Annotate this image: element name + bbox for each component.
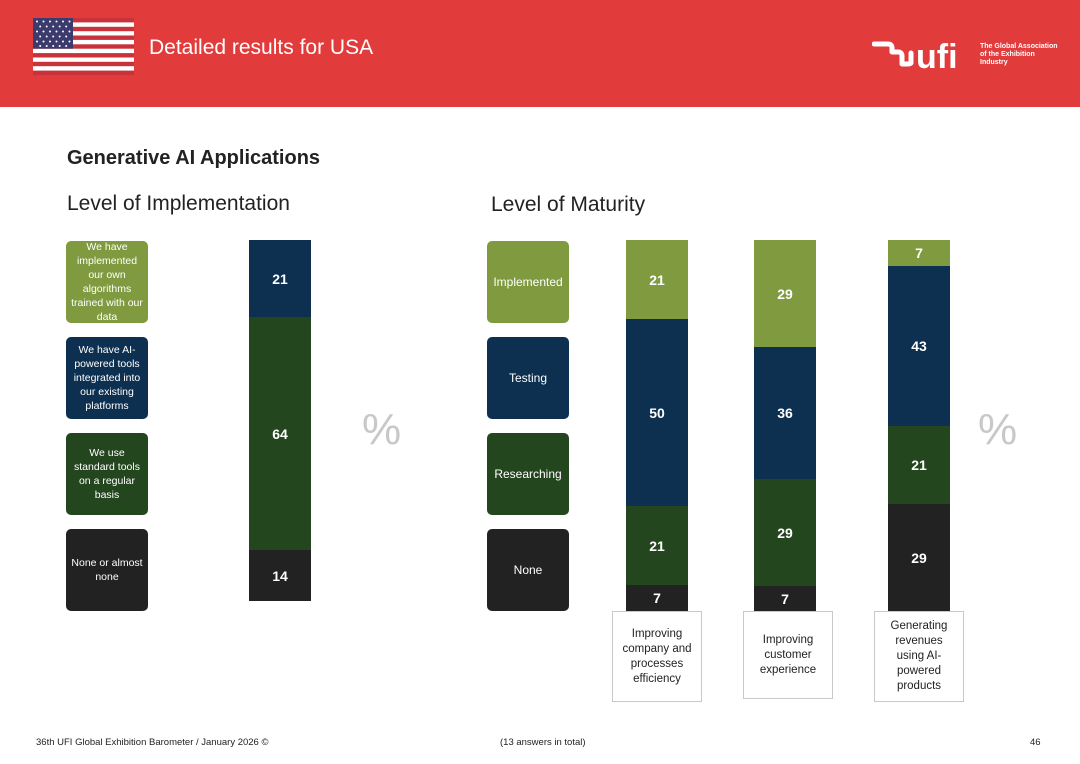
data-label: 64 [272, 425, 288, 442]
data-label: 36 [777, 405, 793, 421]
category-label: Improving company and processes efficien… [612, 611, 702, 702]
data-label: 7 [781, 591, 789, 607]
percent-symbol: % [362, 405, 402, 454]
maturity-chart-title: Level of Maturity [491, 193, 646, 216]
data-label: 29 [911, 550, 927, 566]
data-label: 43 [911, 338, 927, 354]
category-label-text: Improving company and processes efficien… [622, 627, 692, 685]
logo-tagline: The Global Association of the Exhibition… [980, 43, 1058, 66]
legend-item: Researching [487, 433, 569, 515]
bar-segment: 43 [888, 266, 950, 426]
category-label: Generating revenues using AI-powered pro… [874, 611, 964, 702]
data-label: 7 [653, 590, 661, 606]
legend-item: We use standard tools on a regular basis [66, 433, 148, 515]
page-number: 46 [1030, 737, 1041, 748]
bar-segment: 21 [626, 506, 688, 585]
us-flag-icon [33, 18, 134, 75]
category-label-text: Generating revenues using AI-powered pro… [890, 620, 948, 692]
bar-segment: 14 [249, 550, 311, 601]
legend-label: None [513, 563, 543, 577]
bar-segment: 29 [888, 504, 950, 612]
data-label: 21 [911, 457, 927, 473]
bar-segment: 29 [754, 479, 816, 586]
data-label: 21 [649, 537, 665, 554]
bar-segment: 21 [249, 240, 311, 317]
page-title: Generative AI Applications [67, 147, 321, 169]
bar-segment: 50 [626, 319, 688, 506]
bar-segment: 21 [888, 426, 950, 504]
bar-segment: 7 [888, 240, 950, 266]
bar-segment: 7 [626, 585, 688, 611]
header-title: Detailed results for USA [149, 36, 374, 59]
legend-item: We have AI-powered tools integrated into… [66, 337, 148, 419]
legend-label: None or almost none [71, 557, 143, 583]
category-label: Improving customer experience [743, 611, 833, 699]
logo-wordmark: ufi [916, 38, 958, 72]
legend-label: We have implemented our own algorithms t… [71, 241, 143, 323]
footer-source: 36th UFI Global Exhibition Barometer / J… [36, 737, 269, 748]
footer-note: (13 answers in total) [500, 737, 586, 748]
legend-item: None [487, 529, 569, 611]
data-label: 21 [272, 270, 288, 287]
legend-label: Implemented [493, 275, 563, 289]
data-label: 29 [777, 524, 793, 541]
legend-label: Testing [508, 371, 548, 385]
bar-segment: 36 [754, 347, 816, 479]
legend-item: Implemented [487, 241, 569, 323]
header-banner: Detailed results for USA ufi The Global … [0, 0, 1080, 107]
bar-segment: 21 [626, 240, 688, 319]
category-label-text: Improving customer experience [759, 633, 817, 676]
implementation-chart-title: Level of Implementation [67, 192, 290, 215]
data-label: 50 [649, 404, 665, 421]
legend-label: We use standard tools on a regular basis [74, 447, 140, 501]
ufi-logo: ufi [872, 38, 958, 72]
bar-segment: 29 [754, 240, 816, 347]
data-label: 7 [915, 245, 923, 261]
data-label: 29 [777, 285, 793, 302]
legend-label: We have AI-powered tools integrated into… [73, 344, 141, 412]
percent-symbol: % [978, 405, 1018, 454]
legend-item: None or almost none [66, 529, 148, 611]
data-label: 21 [649, 271, 665, 288]
bar-segment: 7 [754, 586, 816, 612]
legend-item: We have implemented our own algorithms t… [66, 241, 148, 323]
legend-item: Testing [487, 337, 569, 419]
bar-segment: 64 [249, 317, 311, 550]
data-label: 14 [272, 567, 288, 584]
legend-label: Researching [494, 467, 562, 481]
